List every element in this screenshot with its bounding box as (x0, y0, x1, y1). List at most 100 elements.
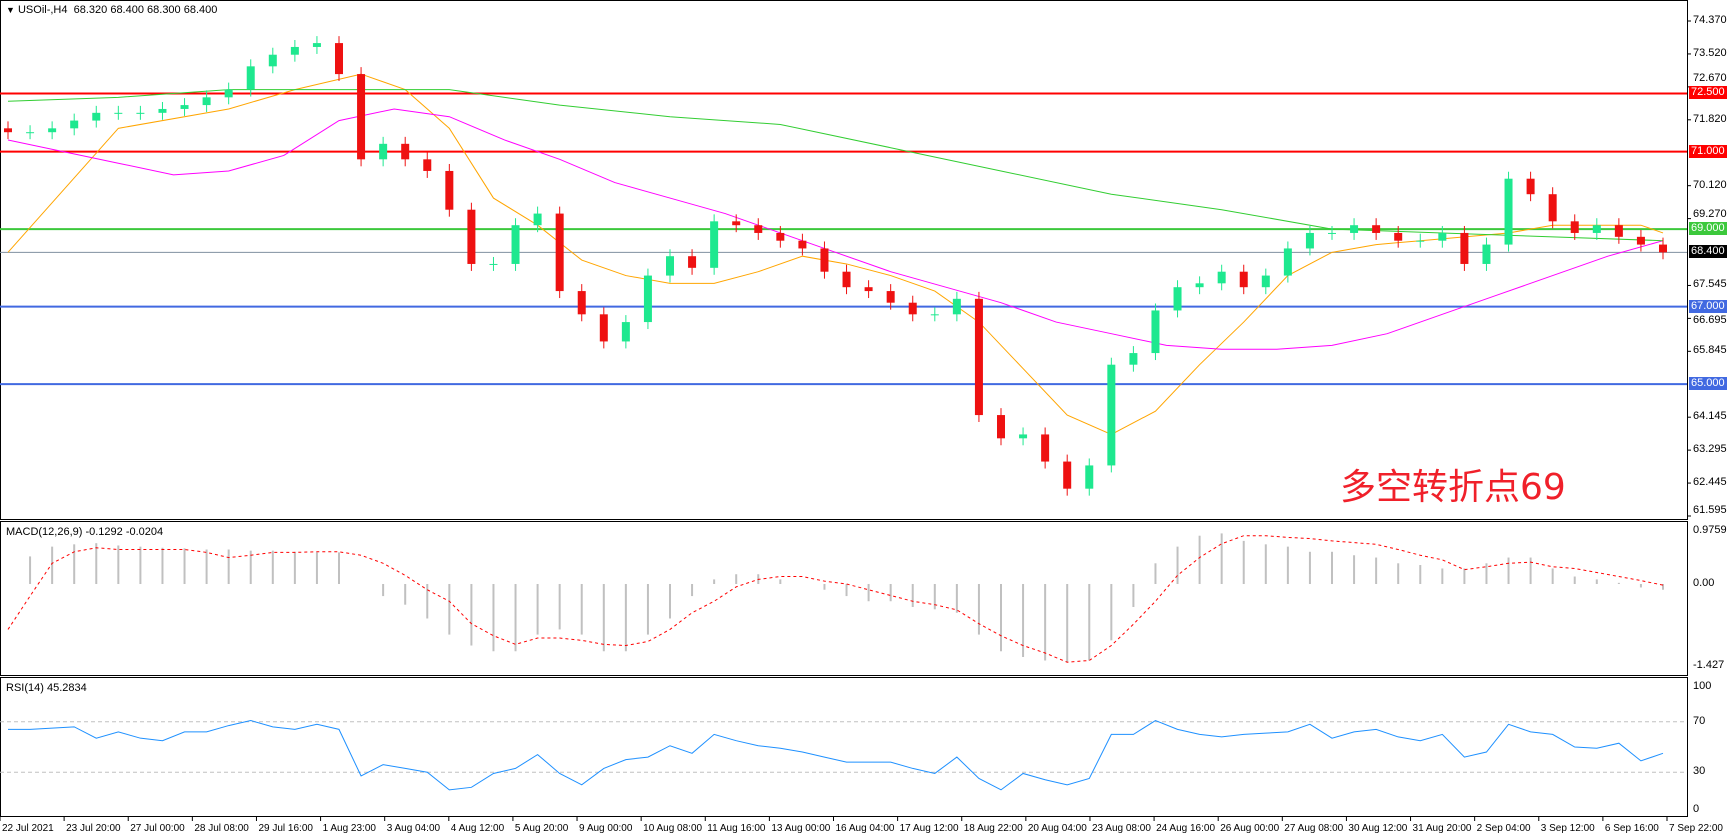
bear-candle (555, 213, 564, 292)
bear-candle (335, 43, 343, 75)
bull-candle (1151, 310, 1160, 354)
bull-candle (312, 43, 321, 47)
bear-candle (1394, 232, 1403, 241)
rsi-title: RSI(14) 45.2834 (6, 682, 87, 694)
bull-candle (1328, 232, 1336, 234)
time-axis-label: 30 Aug 12:00 (1348, 823, 1408, 834)
rsi-pane (0, 677, 1688, 817)
price-axis-label: 66.695 (1693, 313, 1727, 326)
rsi-axis-label: 30 (1693, 765, 1706, 778)
bear-candle (1041, 434, 1050, 462)
price-axis-label: 70.120 (1693, 178, 1727, 191)
bear-candle (974, 298, 983, 416)
price-level-tag: 72.500 (1689, 86, 1727, 100)
bull-candle (114, 112, 123, 114)
bear-candle (1570, 221, 1579, 233)
bull-candle (158, 108, 167, 113)
macd-pane (0, 521, 1688, 676)
triangle-down-icon[interactable]: ▼ (6, 5, 15, 15)
bull-candle (1416, 240, 1425, 242)
macd-axis-label: 0.9759 (1693, 524, 1727, 536)
rsi-axis-label: 70 (1693, 714, 1706, 727)
time-axis-label: 2 Sep 04:00 (1476, 823, 1531, 834)
bear-candle (997, 415, 1005, 439)
price-axis-label: 69.270 (1693, 208, 1727, 221)
time-axis-label: 6 Sep 16:00 (1604, 823, 1659, 834)
bull-candle (511, 225, 520, 264)
main-pane (0, 0, 1688, 520)
price-axis-label: 65.845 (1693, 344, 1727, 357)
price-level-tag: 68.400 (1689, 245, 1727, 259)
bear-candle (357, 74, 366, 160)
bull-candle (202, 97, 211, 106)
time-axis-label: 4 Aug 12:00 (450, 823, 505, 834)
bull-candle (1305, 232, 1314, 249)
rsi-axis-label: 100 (1693, 680, 1712, 692)
bear-candle (820, 248, 829, 272)
bull-candle (268, 54, 277, 67)
price-level-tag: 67.000 (1689, 299, 1727, 313)
price-axis-label: 72.670 (1693, 72, 1727, 85)
bull-candle (48, 128, 57, 133)
bull-candle (246, 66, 255, 90)
bull-candle (1217, 271, 1226, 284)
bull-candle (621, 322, 630, 342)
rsi-axis-label: 0 (1693, 803, 1700, 815)
bear-candle (864, 287, 873, 292)
bear-candle (1636, 236, 1645, 245)
bear-candle (4, 128, 12, 133)
time-axis-label: 16 Aug 04:00 (835, 823, 895, 834)
moving-average-line (7, 89, 1664, 242)
bear-candle (798, 240, 807, 249)
bull-candle (379, 143, 388, 160)
time-axis-label: 13 Aug 00:00 (771, 823, 831, 834)
bull-candle (710, 221, 719, 268)
rsi-line (8, 719, 1664, 791)
time-axis-label: 24 Aug 16:00 (1156, 823, 1216, 834)
time-axis-label: 31 Aug 20:00 (1412, 823, 1472, 834)
price-level-tag: 69.000 (1689, 222, 1727, 236)
time-axis-label: 28 Jul 08:00 (194, 823, 249, 834)
time-axis-label: 3 Sep 12:00 (1540, 823, 1595, 834)
price-axis-label: 67.545 (1693, 278, 1727, 291)
price-axis-label: 63.295 (1693, 443, 1727, 456)
time-axis-label: 27 Aug 08:00 (1284, 823, 1344, 834)
bull-candle (92, 112, 101, 121)
macd-axis-label: -1.427 (1693, 659, 1725, 672)
bull-candle (136, 112, 145, 114)
bull-candle (1438, 232, 1447, 241)
bull-candle (1283, 248, 1292, 276)
price-level-tag: 65.000 (1689, 377, 1727, 391)
bear-candle (445, 170, 454, 210)
bull-candle (1482, 244, 1491, 264)
bear-candle (1548, 194, 1557, 222)
ohlc-readout: 68.320 68.400 68.300 68.400 (73, 4, 218, 16)
bear-candle (1526, 178, 1535, 195)
bull-candle (26, 132, 35, 134)
time-axis-label: 7 Sep 22:00 (1669, 823, 1723, 834)
time-axis-label: 3 Aug 04:00 (386, 823, 441, 834)
bull-candle (1019, 434, 1028, 439)
bull-candle (180, 105, 189, 109)
price-axis-label: 62.445 (1693, 476, 1727, 489)
bear-candle (577, 291, 586, 315)
price-axis-label: 74.370 (1693, 14, 1727, 26)
bull-candle (1129, 353, 1138, 365)
price-axis-label: 73.520 (1693, 46, 1727, 59)
bull-candle (1504, 178, 1513, 245)
bull-candle (1085, 465, 1094, 489)
bear-candle (842, 271, 851, 288)
bear-candle (886, 291, 895, 303)
bull-candle (489, 263, 498, 265)
price-axis-label: 71.820 (1693, 112, 1727, 125)
bear-candle (754, 225, 763, 233)
time-axis-label: 5 Aug 20:00 (514, 823, 569, 834)
macd-title: MACD(12,26,9) -0.1292 -0.0204 (6, 526, 164, 538)
time-axis-label: 20 Aug 04:00 (1027, 823, 1087, 834)
bull-candle (1107, 364, 1116, 466)
time-axis-label: 23 Aug 08:00 (1091, 823, 1151, 834)
bull-candle (533, 213, 542, 226)
bear-candle (1372, 225, 1381, 233)
time-axis-label: 11 Aug 16:00 (707, 823, 766, 834)
